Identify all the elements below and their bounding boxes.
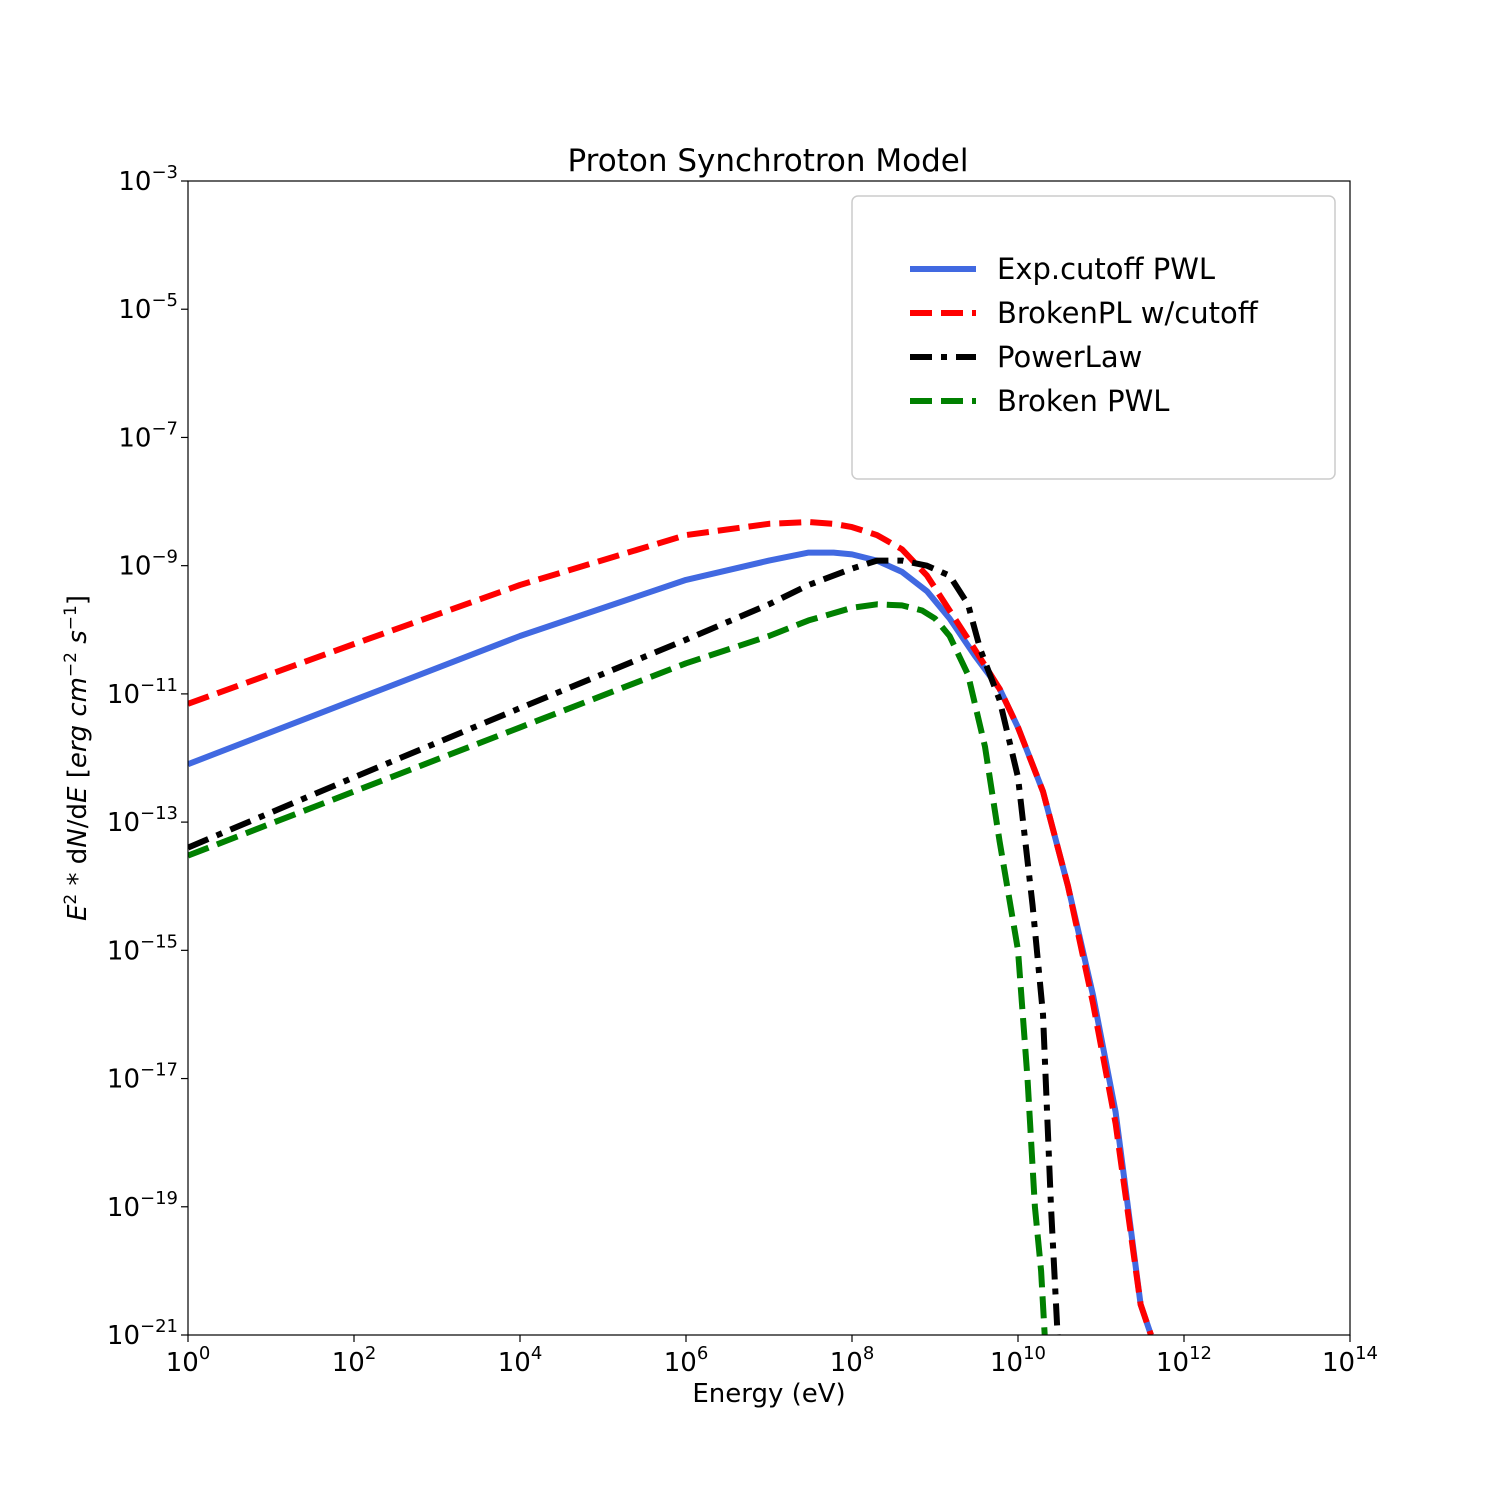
series-line-powerlaw — [188, 557, 1061, 1335]
legend-label-brokenpl-w-cutoff: BrokenPL w/cutoff — [997, 296, 1259, 330]
x-tick-label: 104 — [498, 1343, 543, 1378]
y-axis: 10−21 10−19 10−17 10−15 10−13 10−11 10−9 10−7 10… — [107, 162, 188, 1351]
x-tick-label: 102 — [332, 1343, 377, 1378]
series-line-brokenpl-w-cutoff — [188, 519, 1154, 1335]
x-tick-label: 1012 — [1156, 1343, 1212, 1378]
series-layer — [188, 519, 1154, 1335]
y-tick-label: 10−15 — [107, 931, 178, 966]
x-tick-label: 108 — [830, 1343, 875, 1378]
y-tick-label: 10−19 — [107, 1188, 178, 1223]
chart-title: Proton Synchrotron Model — [568, 143, 969, 179]
legend-box — [851, 195, 1336, 480]
legend-label-broken-pwl: Broken PWL — [997, 384, 1169, 418]
y-tick-label: 10−9 — [118, 547, 178, 582]
y-tick-label: 10−13 — [107, 803, 178, 838]
x-tick-label: 1010 — [990, 1343, 1046, 1378]
y-tick-label: 10−17 — [107, 1060, 178, 1095]
x-tick-label: 100 — [166, 1343, 211, 1378]
x-tick-label: 1014 — [1322, 1343, 1378, 1378]
series-line-broken-pwl — [188, 601, 1048, 1335]
legend: Exp.cutoff PWL BrokenPL w/cutoff PowerLaw B… — [851, 195, 1336, 480]
y-tick-label: 10−21 — [107, 1316, 178, 1351]
y-axis-label: E2 * dN/dE [erg cm−2 s−1] — [61, 595, 93, 921]
legend-label-powerlaw: PowerLaw — [997, 340, 1142, 374]
y-axis-label-e: E — [63, 904, 93, 921]
x-axis-label: Energy (eV) — [692, 1379, 845, 1409]
y-tick-label: 10−3 — [118, 162, 178, 197]
series-line-exp-cutoff-pwl — [188, 549, 1154, 1335]
x-tick-label: 106 — [664, 1343, 709, 1378]
plot-area: 100 102 104 106 108 1010 1012 1014 10−2110−1910… — [107, 162, 1378, 1378]
x-axis: 100 102 104 106 108 1010 1012 1014 — [166, 1335, 1378, 1378]
y-tick-label: 10−5 — [118, 290, 178, 325]
y-tick-label: 10−7 — [118, 418, 178, 453]
legend-label-exp-cutoff-pwl: Exp.cutoff PWL — [997, 252, 1215, 286]
plot-frame — [187, 180, 1351, 1336]
y-tick-label: 10−11 — [107, 675, 178, 710]
